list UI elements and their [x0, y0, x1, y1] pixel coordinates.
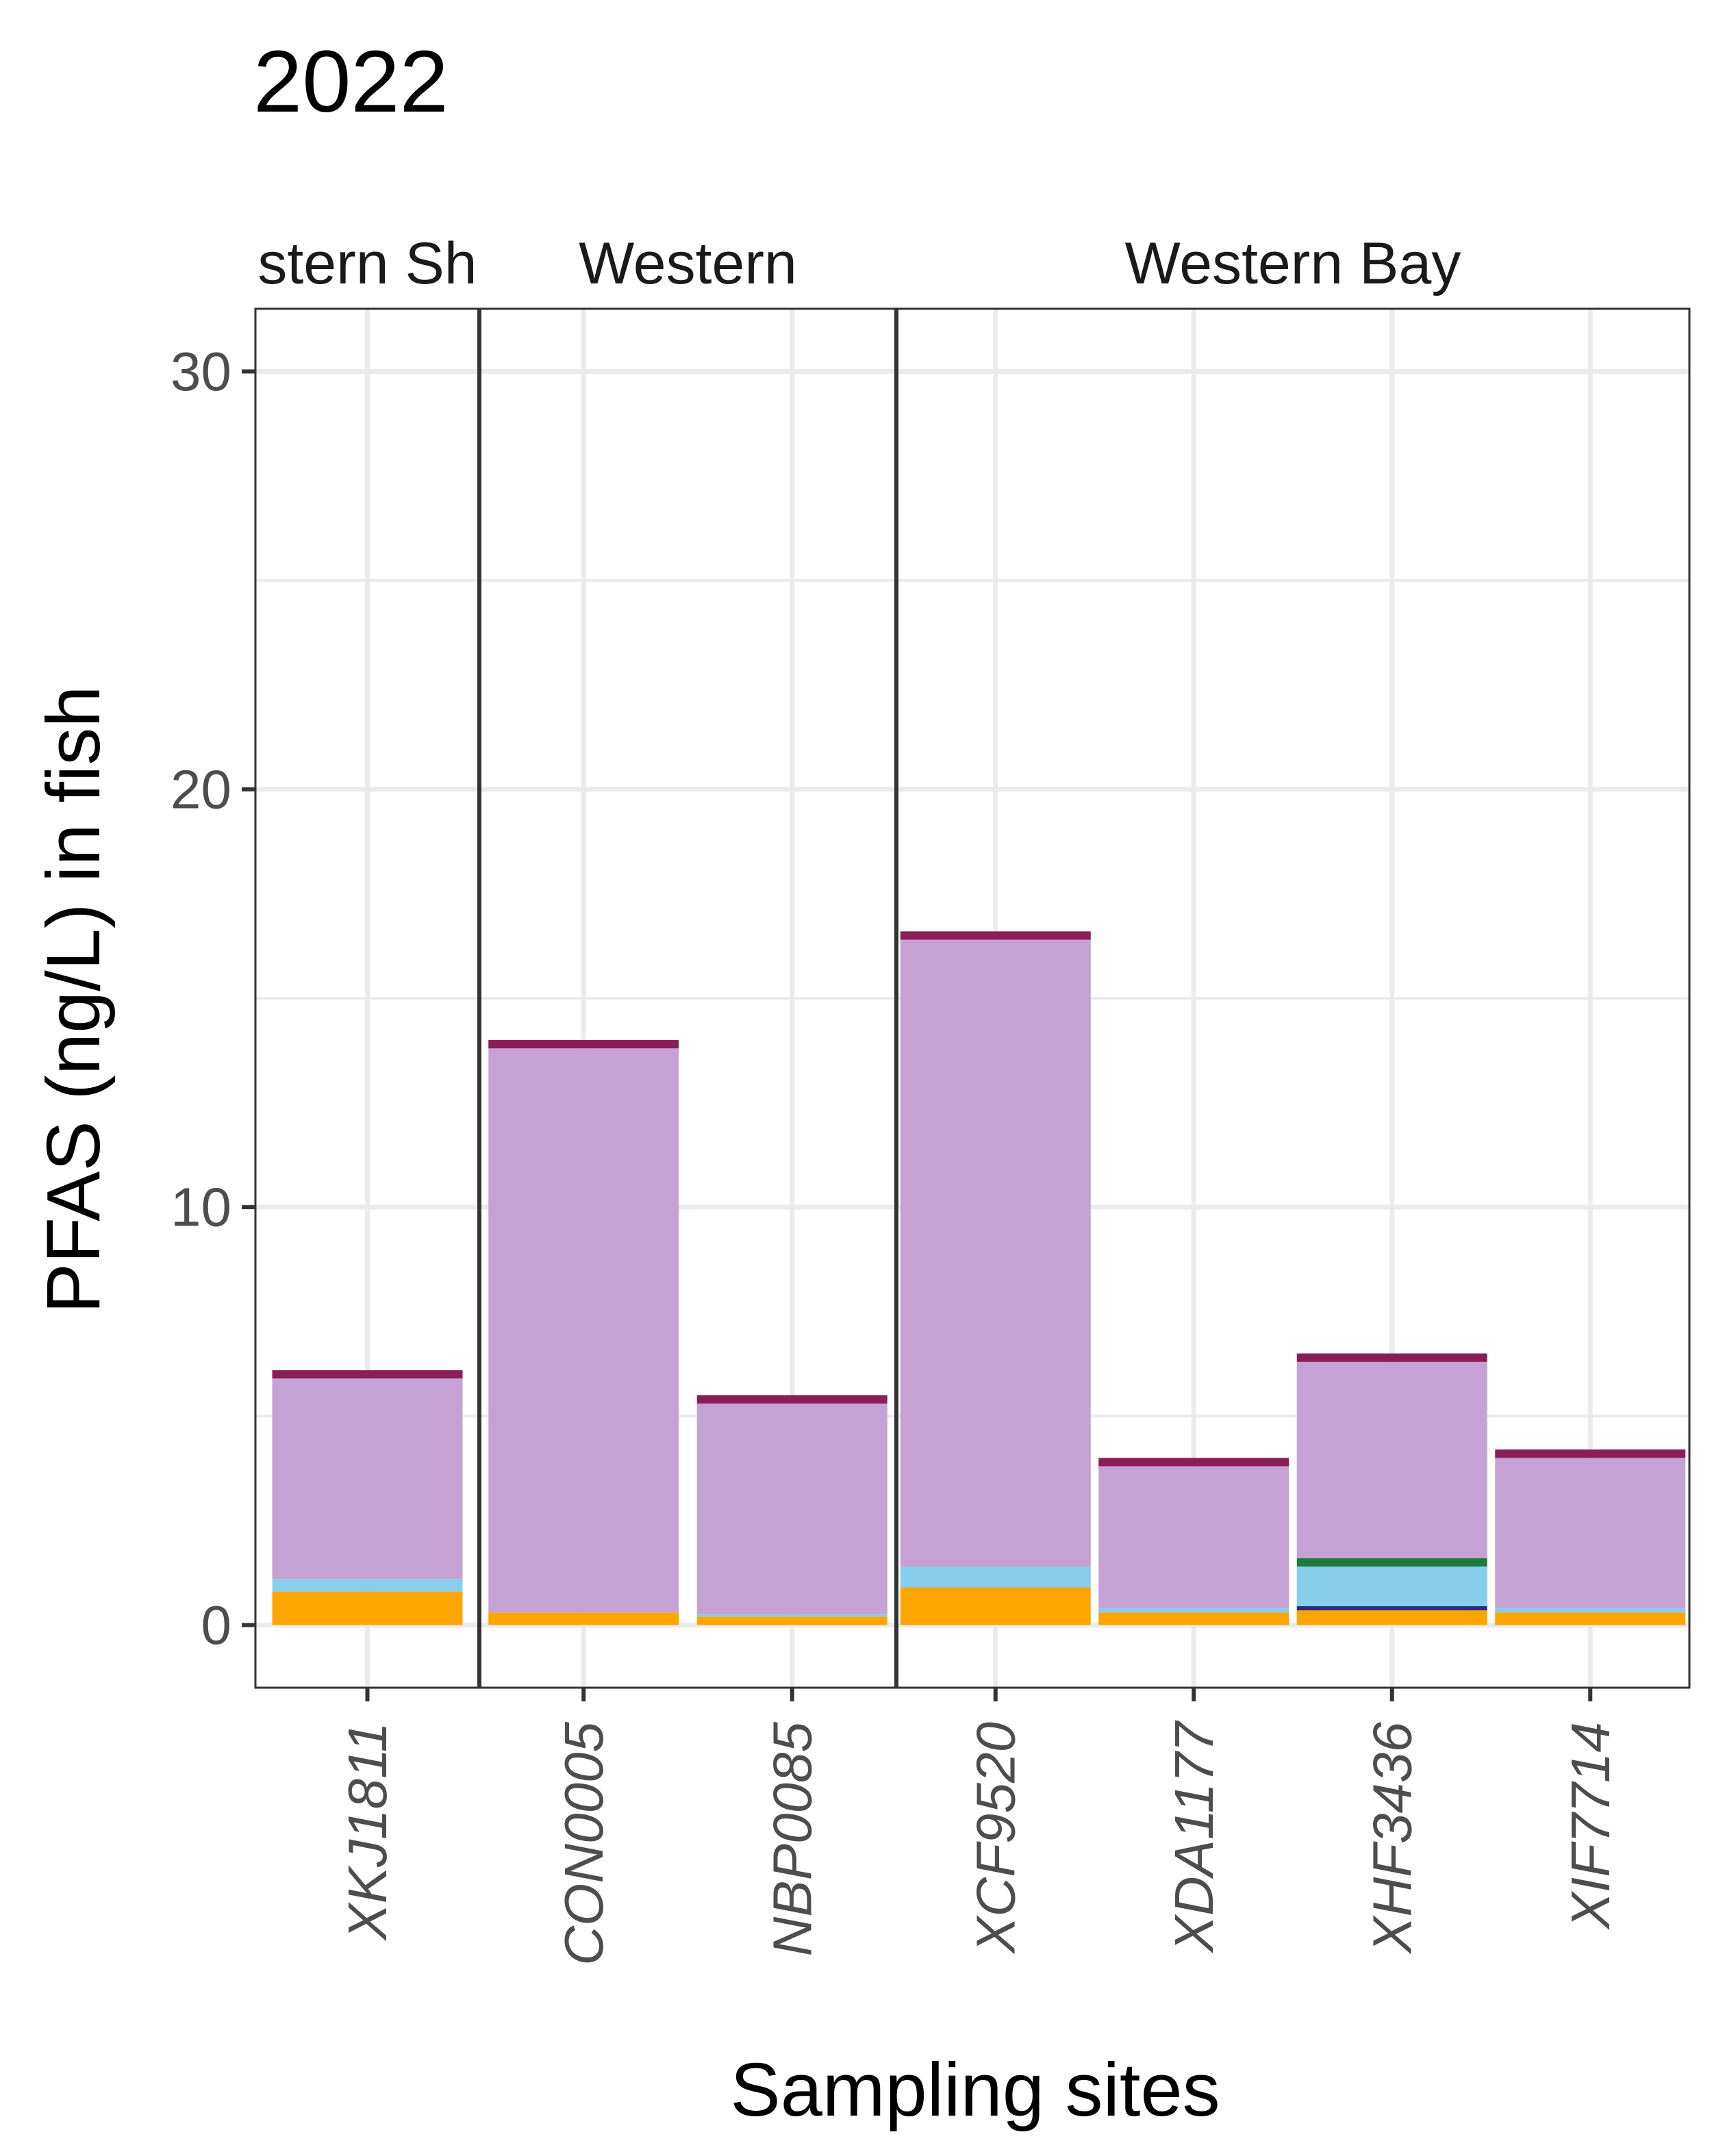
bar-segment-XIF7714-6 — [1495, 1449, 1686, 1458]
bar-segment-XIF7714-5 — [1495, 1458, 1686, 1609]
bar-segment-XKJ1811-6 — [272, 1370, 463, 1379]
x-tick-label: XKJ1811 — [337, 1722, 398, 1942]
bar-segment-XDA1177-5 — [1098, 1466, 1289, 1609]
x-tick-label: CON0005 — [553, 1722, 614, 1966]
bar-segment-XHF3436-5 — [1296, 1361, 1487, 1558]
bar-segment-XCF9520-6 — [900, 931, 1091, 940]
facet-strip-label: Western — [579, 231, 797, 296]
bar-segment-XKJ1811-3 — [272, 1579, 463, 1592]
bar-segment-XCF9520-1 — [900, 1587, 1091, 1625]
bar-segment-XDA1177-3 — [1098, 1608, 1289, 1613]
x-tick-label: NBP0085 — [761, 1722, 822, 1957]
y-tick-label: 20 — [171, 759, 231, 820]
bar-segment-XHF3436-4 — [1296, 1558, 1487, 1567]
bars-layer — [272, 931, 1686, 1625]
bar-segment-NBP0085-6 — [696, 1395, 887, 1404]
y-axis-title: PFAS (ng/L) in fish — [32, 685, 116, 1313]
bar-segment-XHF3436-3 — [1296, 1567, 1487, 1606]
bar-segment-XHF3436-1 — [1296, 1610, 1487, 1625]
y-tick-label: 30 — [171, 341, 231, 402]
bar-segment-CON0005-5 — [488, 1048, 679, 1613]
bar-segment-XCF9520-5 — [900, 939, 1091, 1567]
bar-segment-XCF9520-3 — [900, 1567, 1091, 1588]
bar-segment-XHF3436-6 — [1296, 1353, 1487, 1362]
bar-segment-XDA1177-6 — [1098, 1458, 1289, 1467]
x-tick-label: XIF7714 — [1560, 1722, 1621, 1930]
strip-layer: stern Sh Western Western Bay — [257, 231, 1461, 296]
frame-layer — [254, 307, 1691, 1689]
x-tick-label: XDA1177 — [1163, 1721, 1224, 1954]
bar-segment-NBP0085-5 — [696, 1403, 887, 1615]
bar-segment-CON0005-6 — [488, 1040, 679, 1049]
bar-segment-XIF7714-1 — [1495, 1612, 1686, 1625]
x-axis-title: Sampling sites — [730, 2048, 1220, 2132]
x-tick-label: XHF3436 — [1361, 1721, 1422, 1954]
bar-segment-XDA1177-1 — [1098, 1612, 1289, 1625]
y-tick-label: 0 — [201, 1595, 232, 1656]
chart-title: 2022 — [253, 33, 449, 131]
facet-strip-label: Western Bay — [1125, 231, 1461, 296]
bar-segment-NBP0085-1 — [696, 1616, 887, 1625]
bar-segment-CON0005-1 — [488, 1612, 679, 1625]
x-tick-label: XCF9520 — [965, 1722, 1026, 1955]
x-axis: XKJ1811 CON0005 NBP0085 XCF9520 XDA1177 XHF34… — [337, 1688, 1621, 1966]
bar-segment-XKJ1811-5 — [272, 1378, 463, 1580]
bar-segment-XIF7714-3 — [1495, 1608, 1686, 1613]
y-axis: 0 10 20 30 — [171, 341, 255, 1656]
bar-segment-XHF3436-2 — [1296, 1606, 1487, 1611]
bar-segment-XKJ1811-1 — [272, 1591, 463, 1625]
facet-strip-label: stern Sh — [257, 231, 477, 296]
bar-segment-NBP0085-3 — [696, 1614, 887, 1617]
y-tick-label: 10 — [171, 1177, 231, 1238]
